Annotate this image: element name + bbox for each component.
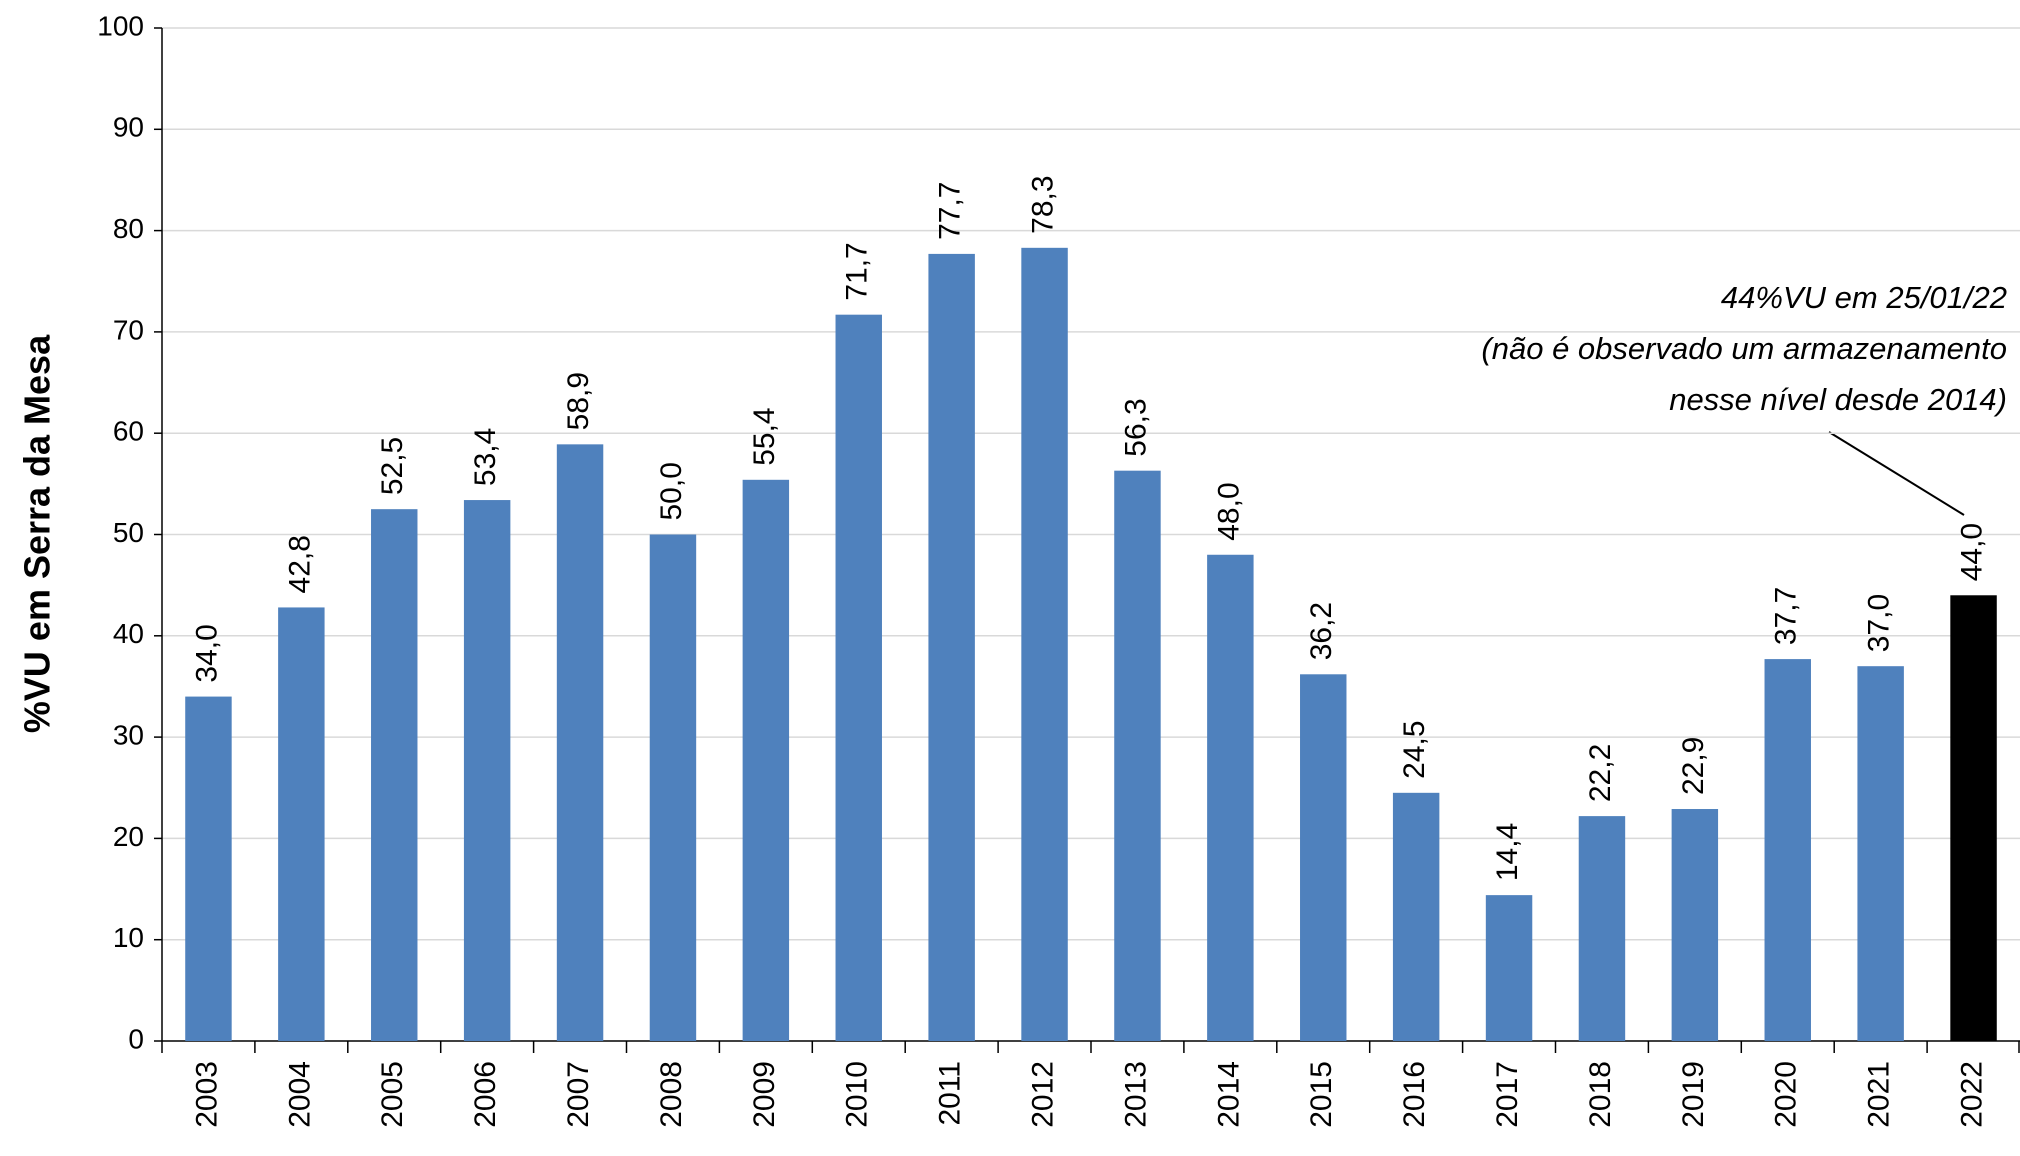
y-tick-label: 50: [113, 517, 144, 548]
value-label: 14,4: [1491, 823, 1524, 881]
bar: [1392, 792, 1440, 1041]
bar: [463, 500, 511, 1042]
y-tick-label: 10: [113, 922, 144, 953]
value-label: 42,8: [283, 535, 316, 593]
bar: [1671, 809, 1719, 1041]
bar: [742, 479, 790, 1042]
bar: [1021, 247, 1068, 1042]
x-tick-label: 2014: [1212, 1061, 1245, 1128]
x-tick-label: 2006: [469, 1061, 502, 1128]
bar: [185, 696, 232, 1041]
value-label: 56,3: [1119, 398, 1152, 456]
x-tick-label: 2012: [1026, 1061, 1059, 1128]
bar: [371, 509, 418, 1041]
x-tick-label: 2008: [655, 1061, 688, 1128]
bar: [1764, 659, 1811, 1041]
annotation-leader: [1828, 431, 1965, 516]
x-tick-label: 2005: [376, 1061, 409, 1128]
bar: [1114, 470, 1161, 1041]
value-label: 78,3: [1026, 175, 1059, 233]
value-label: 48,0: [1212, 482, 1245, 540]
annotation: (não é observado um armazenamento: [1481, 331, 2007, 366]
x-tick-label: 2021: [1863, 1061, 1896, 1128]
value-label: 24,5: [1398, 720, 1431, 778]
bar: [649, 534, 697, 1041]
bar: [1578, 816, 1626, 1041]
y-tick-label: 90: [113, 112, 144, 143]
y-tick-label: 100: [97, 10, 144, 41]
x-tick-label: 2015: [1305, 1061, 1338, 1128]
bar: [835, 314, 882, 1042]
bar: [556, 444, 604, 1041]
x-tick-label: 2004: [283, 1061, 316, 1128]
y-axis-label: %VU em Serra da Mesa: [17, 334, 58, 733]
value-label: 37,7: [1770, 587, 1803, 645]
y-tick-label: 40: [113, 618, 144, 649]
value-label: 52,5: [376, 437, 409, 495]
x-tick-label: 2003: [190, 1061, 223, 1128]
y-tick-label: 20: [113, 821, 144, 852]
bar: [278, 607, 325, 1041]
y-tick-label: 70: [113, 314, 144, 345]
bar: [1950, 595, 1997, 1041]
bar: [1485, 895, 1533, 1041]
value-label: 50,0: [655, 462, 688, 520]
value-label: 77,7: [934, 182, 967, 240]
value-label: 53,4: [469, 428, 502, 486]
value-label: 34,0: [190, 624, 223, 682]
annotation: nesse nível desde 2014): [1669, 382, 2007, 417]
annotation: 44%VU em 25/01/22: [1721, 280, 2007, 315]
x-tick-label: 2016: [1398, 1061, 1431, 1128]
y-tick-label: 30: [113, 719, 144, 750]
value-label: 71,7: [841, 242, 874, 300]
x-tick-label: 2020: [1770, 1061, 1803, 1128]
y-tick-label: 80: [113, 213, 144, 244]
x-tick-label: 2007: [562, 1061, 595, 1128]
value-label: 44,0: [1955, 523, 1988, 581]
value-label: 55,4: [748, 407, 781, 465]
x-tick-label: 2022: [1955, 1061, 1988, 1128]
value-label: 22,9: [1677, 737, 1710, 795]
bar: [1207, 554, 1254, 1041]
x-tick-label: 2009: [748, 1061, 781, 1128]
value-label: 58,9: [562, 372, 595, 430]
x-tick-label: 2018: [1584, 1061, 1617, 1128]
value-label: 22,2: [1584, 744, 1617, 802]
bar: [1857, 666, 1904, 1041]
x-tick-label: 2010: [841, 1061, 874, 1128]
y-tick-label: 60: [113, 416, 144, 447]
x-tick-label: 2017: [1491, 1061, 1524, 1128]
bar: [1300, 674, 1347, 1041]
y-tick-label: 0: [128, 1023, 144, 1054]
x-tick-label: 2013: [1119, 1061, 1152, 1128]
value-label: 36,2: [1305, 602, 1338, 660]
value-label: 37,0: [1863, 594, 1896, 652]
bar: [928, 253, 975, 1042]
x-tick-label: 2019: [1677, 1061, 1710, 1128]
x-tick-label: 2011: [934, 1061, 967, 1126]
